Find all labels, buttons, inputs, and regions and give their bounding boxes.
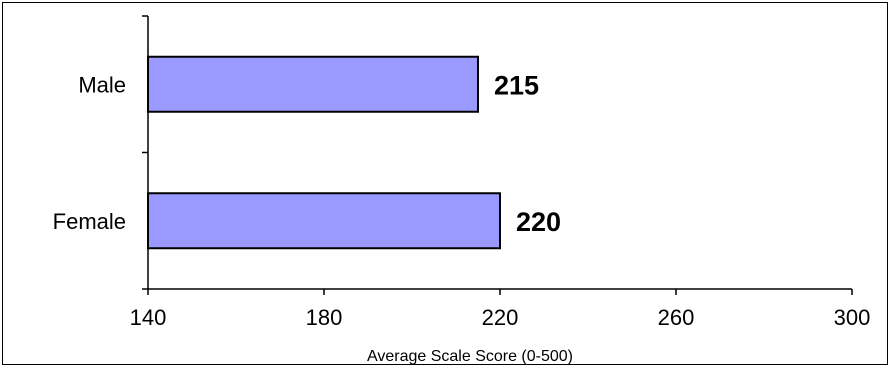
bars-layer: [147, 55, 501, 250]
ticks-layer: [142, 15, 853, 295]
bar-female: [147, 192, 501, 250]
x-tick-label: 140: [130, 305, 167, 330]
x-axis-title: Average Scale Score (0-500): [367, 348, 573, 365]
category-label-male: Male: [78, 72, 126, 97]
x-tick-label: 260: [658, 305, 695, 330]
x-tick-label: 180: [306, 305, 343, 330]
labels-layer: Male 215 Female 220 140 180 220 260 300: [53, 70, 871, 330]
x-tick-label: 300: [834, 305, 871, 330]
data-label-female: 220: [516, 207, 561, 237]
bar-male: [147, 55, 479, 113]
x-tick-label: 220: [482, 305, 519, 330]
category-label-female: Female: [53, 209, 126, 234]
data-label-male: 215: [494, 70, 539, 100]
